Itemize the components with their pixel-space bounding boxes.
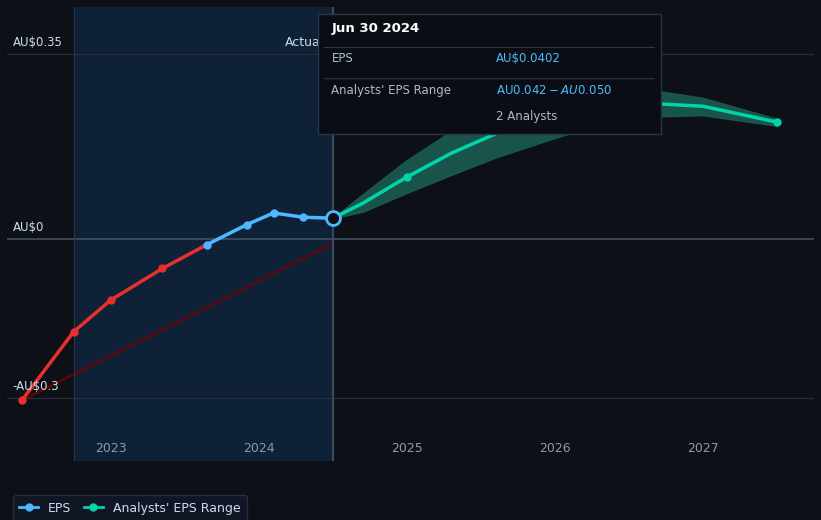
Text: Analysts' EPS Range: Analysts' EPS Range (332, 84, 452, 97)
Text: -AU$0.3: -AU$0.3 (13, 380, 59, 393)
Text: Jun 30 2024: Jun 30 2024 (332, 22, 420, 35)
Text: 2 Analysts: 2 Analysts (496, 110, 557, 123)
Text: AU$0.042 - AU$0.050: AU$0.042 - AU$0.050 (496, 84, 612, 97)
Text: AU$0: AU$0 (13, 221, 44, 234)
Text: Actual: Actual (285, 36, 323, 49)
Text: 2025: 2025 (391, 442, 423, 455)
Legend: EPS, Analysts' EPS Range: EPS, Analysts' EPS Range (13, 496, 246, 520)
Text: 2026: 2026 (539, 442, 571, 455)
Text: AU$0.35: AU$0.35 (13, 36, 62, 49)
Bar (74, 7, 333, 461)
Text: AU$0.0402: AU$0.0402 (496, 53, 561, 66)
Text: EPS: EPS (332, 53, 353, 66)
Text: Analysts Forecasts: Analysts Forecasts (342, 36, 458, 49)
Bar (74, 7, 333, 461)
FancyBboxPatch shape (318, 14, 661, 134)
Text: 2023: 2023 (94, 442, 126, 455)
Text: 2024: 2024 (243, 442, 274, 455)
Text: 2027: 2027 (687, 442, 719, 455)
